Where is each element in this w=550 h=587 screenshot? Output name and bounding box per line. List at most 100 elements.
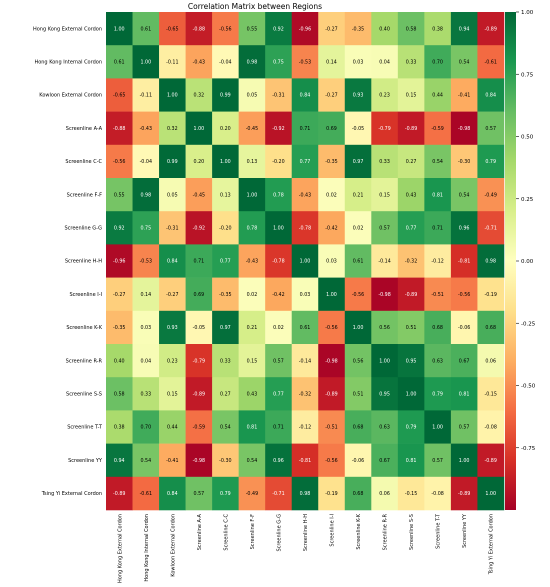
cell-value-label: 0.32 <box>167 126 178 132</box>
heatmap-cell <box>238 377 266 411</box>
cell-value-label: 0.15 <box>247 358 258 364</box>
heatmap-cell <box>318 45 346 79</box>
heatmap-cell <box>450 178 478 212</box>
cell-value-label: 0.79 <box>220 491 231 497</box>
cell-value-label: 0.33 <box>406 60 417 66</box>
cell-value-label: 1.00 <box>167 93 178 99</box>
cell-value-label: 0.02 <box>273 325 284 331</box>
heatmap-cell <box>159 476 186 511</box>
heatmap-cell <box>159 178 186 212</box>
heatmap-cell <box>371 410 399 444</box>
cell-value-label: -0.42 <box>272 292 284 298</box>
heatmap-cell <box>318 244 346 278</box>
heatmap-cell <box>291 244 319 278</box>
cell-value-label: -0.12 <box>299 425 311 431</box>
cell-value-label: -0.35 <box>219 292 231 298</box>
heatmap-cell <box>185 443 213 478</box>
cell-value-label: -0.27 <box>166 292 178 298</box>
cell-value-label: -0.56 <box>325 325 337 331</box>
heatmap-cell <box>344 410 372 444</box>
cell-value-label: -0.65 <box>113 93 125 99</box>
heatmap-cell <box>212 211 239 245</box>
heatmap-cell <box>265 178 293 212</box>
heatmap-cell <box>318 344 346 378</box>
cell-value-label: -0.56 <box>219 26 231 32</box>
heatmap-cell <box>371 377 399 411</box>
cell-value-label: 1.00 <box>326 292 337 298</box>
column-label: Screenline G-G <box>276 514 282 552</box>
heatmap-cell <box>238 78 266 112</box>
heatmap-cell <box>450 443 478 478</box>
cell-value-label: -0.35 <box>325 159 337 165</box>
cell-value-label: -0.27 <box>325 93 337 99</box>
heatmap-cell <box>185 12 213 46</box>
cell-value-label: 0.44 <box>167 425 178 431</box>
cell-value-label: -0.98 <box>325 358 337 364</box>
heatmap-cell <box>212 45 239 79</box>
cell-value-label: 0.77 <box>300 159 311 165</box>
heatmap-cell <box>371 443 399 478</box>
heatmap-cell <box>318 178 346 212</box>
cell-value-label: 0.70 <box>432 60 443 66</box>
heatmap-cell <box>450 344 478 378</box>
cell-value-label: -0.56 <box>458 292 470 298</box>
cell-value-label: 1.00 <box>247 192 258 198</box>
cell-value-label: 0.38 <box>114 425 125 431</box>
cell-value-label: 0.98 <box>300 491 311 497</box>
cell-value-label: -0.12 <box>431 259 443 265</box>
heatmap-cell <box>397 377 425 411</box>
cell-value-label: -0.31 <box>272 93 284 99</box>
heatmap-cell <box>159 111 186 146</box>
cell-value-label: 0.33 <box>140 392 151 398</box>
heatmap-cell <box>318 144 346 179</box>
heatmap-cell <box>397 111 425 146</box>
cell-value-label: -0.45 <box>193 192 205 198</box>
colorbar-tick-label: -0.75 <box>521 446 536 452</box>
heatmap-cell <box>291 310 319 345</box>
cell-value-label: -0.98 <box>378 292 390 298</box>
cell-value-label: 0.75 <box>273 60 284 66</box>
heatmap-cell <box>291 144 319 179</box>
cell-value-label: 0.32 <box>194 93 205 99</box>
heatmap-cell <box>397 344 425 378</box>
heatmap-cell <box>238 277 266 312</box>
cell-value-label: 0.54 <box>140 458 151 464</box>
heatmap-cell <box>185 144 213 179</box>
cell-value-label: 0.92 <box>114 226 125 232</box>
cell-value-label: 0.33 <box>220 358 231 364</box>
heatmap-cell <box>371 344 399 378</box>
row-label: Screenline YY <box>68 458 103 464</box>
cell-value-label: 0.71 <box>273 425 284 431</box>
heatmap-cell <box>424 410 452 444</box>
heatmap-cell <box>265 111 293 146</box>
column-label: Screenline F-F <box>250 514 256 549</box>
heatmap-cell <box>159 78 186 112</box>
cell-value-label: 0.81 <box>459 392 470 398</box>
heatmap-cell <box>344 12 372 46</box>
cell-value-label: 0.57 <box>273 358 284 364</box>
cell-value-label: -0.96 <box>299 26 311 32</box>
cell-value-label: 1.00 <box>220 159 231 165</box>
heatmap-cell <box>450 45 478 79</box>
row-label: Screenline T-T <box>67 425 103 431</box>
cell-value-label: 0.56 <box>353 358 364 364</box>
cell-value-label: -0.98 <box>458 126 470 132</box>
heatmap-cell <box>344 45 372 79</box>
heatmap-cell <box>477 476 505 511</box>
heatmap-cell <box>397 12 425 46</box>
heatmap-cell <box>477 344 505 378</box>
cell-value-label: -0.59 <box>193 425 205 431</box>
cell-value-label: -0.05 <box>193 325 205 331</box>
heatmap-cell <box>450 111 478 146</box>
heatmap-cell <box>424 12 452 46</box>
cell-value-label: 0.84 <box>167 259 178 265</box>
cell-value-label: -0.89 <box>484 458 496 464</box>
cell-value-label: -0.14 <box>378 259 390 265</box>
cell-value-label: 0.23 <box>167 358 178 364</box>
cell-value-label: 0.93 <box>353 93 364 99</box>
cell-value-label: -0.88 <box>113 126 125 132</box>
heatmap-cell <box>477 410 505 444</box>
heatmap-cell <box>397 144 425 179</box>
heatmap-cell <box>291 178 319 212</box>
heatmap-cell <box>212 277 239 312</box>
